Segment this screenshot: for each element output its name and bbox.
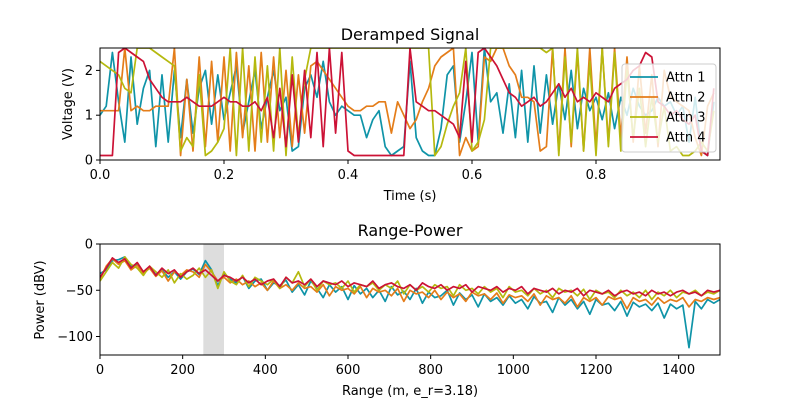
x-tick-label: 1000 bbox=[497, 363, 530, 378]
series-line-attn-1 bbox=[100, 256, 720, 349]
y-tick-label: −50 bbox=[66, 284, 93, 299]
y-tick-label: 0 bbox=[85, 238, 93, 253]
series-line-attn-4 bbox=[100, 48, 715, 157]
series-line-attn-4 bbox=[100, 257, 720, 297]
x-tick-label: 0.4 bbox=[338, 168, 359, 183]
series-line-attn-3 bbox=[100, 256, 720, 301]
y-tick-label: −100 bbox=[57, 330, 93, 345]
chart-title: Deramped Signal bbox=[341, 25, 480, 44]
y-tick-label: 1 bbox=[85, 109, 93, 124]
y-tick-label: 2 bbox=[85, 64, 93, 79]
x-axis-label: Time (s) bbox=[383, 189, 437, 204]
range-power-plot-area: 0 200 400 600 800 1000 1200 1400 0 −50 −100 bbox=[57, 238, 721, 378]
legend-label-attn-3: Attn 3 bbox=[666, 111, 706, 126]
axes-frame bbox=[99, 47, 721, 161]
legend-label-attn-1: Attn 1 bbox=[666, 71, 706, 86]
x-tick-label: 600 bbox=[336, 363, 361, 378]
series-line-attn-3 bbox=[100, 48, 715, 157]
x-tick-label: 0.8 bbox=[586, 168, 607, 183]
x-axis-label: Range (m, e_r=3.18) bbox=[342, 384, 478, 399]
x-tick-label: 800 bbox=[418, 363, 443, 378]
x-tick-label: 0.0 bbox=[90, 168, 111, 183]
range-power-panel: Range-Power 0 200 400 600 800 1000 1200 1400 0 −5… bbox=[33, 221, 721, 399]
y-tick-label: 0 bbox=[85, 154, 93, 169]
series-group bbox=[100, 256, 720, 349]
x-tick-label: 0.2 bbox=[214, 168, 235, 183]
x-tick-label: 1400 bbox=[662, 363, 695, 378]
x-tick-label: 0 bbox=[96, 363, 104, 378]
legend-label-attn-4: Attn 4 bbox=[666, 131, 706, 146]
axes-frame bbox=[99, 243, 721, 356]
y-axis-label: Voltage (V) bbox=[61, 68, 76, 140]
series-group bbox=[100, 48, 715, 157]
y-axis-label: Power (dBV) bbox=[33, 260, 48, 339]
legend-box bbox=[621, 63, 717, 153]
series-line-attn-2 bbox=[100, 257, 720, 310]
chart-title: Range-Power bbox=[358, 221, 463, 240]
x-tick-label: 400 bbox=[253, 363, 278, 378]
legend-label-attn-2: Attn 2 bbox=[666, 91, 706, 106]
deramped-signal-panel: Deramped Signal 0.0 0.2 0.4 0.6 0.8 0 1 2 Attn 1… bbox=[61, 25, 721, 204]
x-tick-label: 1200 bbox=[579, 363, 612, 378]
x-tick-label: 0.6 bbox=[462, 168, 483, 183]
legend: Attn 1 Attn 2 Attn 3 Attn 4 bbox=[621, 63, 717, 153]
x-tick-label: 200 bbox=[170, 363, 195, 378]
